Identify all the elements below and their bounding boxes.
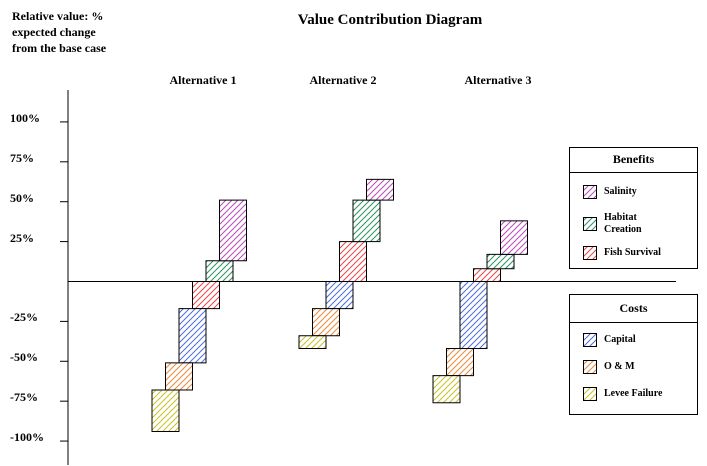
bar xyxy=(432,375,461,404)
bar xyxy=(446,348,474,377)
y-tick-label: -75% xyxy=(10,390,38,405)
bar xyxy=(298,335,327,350)
y-tick-label: 75% xyxy=(10,150,34,165)
bar xyxy=(459,280,488,350)
legend-label: Capital xyxy=(604,334,636,345)
legend-swatch xyxy=(583,333,597,347)
y-tick-label: -50% xyxy=(10,350,38,365)
legend-label: Salinity xyxy=(604,186,637,197)
category-label: Alternative 1 xyxy=(169,73,237,87)
bar xyxy=(500,220,528,255)
legend-title: Benefits xyxy=(612,152,655,166)
legend-swatch xyxy=(583,217,597,231)
bar xyxy=(366,178,394,201)
legend-swatch xyxy=(583,185,597,199)
legend-swatch xyxy=(583,246,597,260)
bar xyxy=(473,268,501,282)
y-tick-label: 50% xyxy=(10,190,34,205)
bar xyxy=(178,308,207,364)
bar xyxy=(165,362,193,391)
bar xyxy=(486,253,515,270)
y-axis-label: Relative value: % expected change from t… xyxy=(12,9,107,55)
legend-label: Fish Survival xyxy=(604,247,661,258)
y-tick-label: -25% xyxy=(10,310,38,325)
y-tick-label: -100% xyxy=(10,430,44,445)
category-label: Alternative 2 xyxy=(309,73,377,87)
legend-swatch xyxy=(583,387,597,401)
bar xyxy=(352,199,381,243)
y-tick-label: 25% xyxy=(10,230,34,245)
bar xyxy=(339,241,367,282)
legend-label: O & M xyxy=(604,361,635,372)
bar xyxy=(151,389,180,432)
bar xyxy=(219,199,247,262)
bar xyxy=(312,308,340,337)
legend-swatch xyxy=(583,360,597,374)
legend-label: Habitat Creation xyxy=(604,212,642,235)
bar xyxy=(205,260,234,282)
chart-title: Value Contribution Diagram xyxy=(297,12,483,28)
bar xyxy=(325,280,354,310)
category-label: Alternative 3 xyxy=(464,73,532,87)
y-tick-label: 100% xyxy=(10,110,40,125)
legend-label: Levee Failure xyxy=(604,388,663,399)
legend-title: Costs xyxy=(619,301,648,315)
bar xyxy=(192,280,220,310)
